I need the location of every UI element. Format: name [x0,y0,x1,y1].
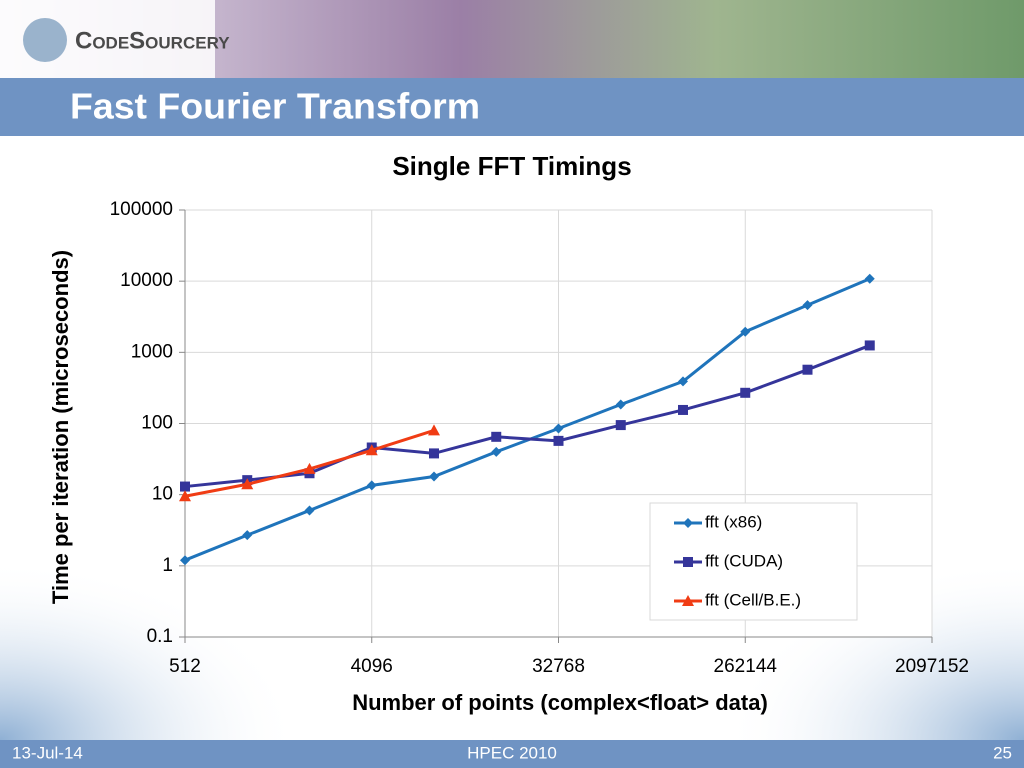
x-tick-label: 262144 [714,656,778,677]
marker [304,505,315,516]
series-line [184,344,871,489]
y-tick-label: 1000 [131,341,173,362]
marker [180,555,190,566]
marker [553,423,564,434]
y-tick-label: 100 [141,413,173,434]
y-tick-label: 1 [162,555,173,576]
y-axis-label: Time per iteration (microseconds) [48,250,73,604]
footer-band [0,740,1024,768]
y-tick-label: 10 [152,484,173,505]
legend-label: fft (Cell/B.E.) [705,590,801,609]
marker [740,387,751,398]
marker [179,490,191,502]
marker [429,448,439,459]
chart: Single FFT Timings Number of points (com… [48,151,969,715]
marker [683,557,693,567]
x-axis-label: Number of points (complex<float> data) [352,690,768,715]
marker [180,481,190,492]
marker [242,530,253,541]
marker [864,340,875,351]
marker [428,424,440,436]
logo-icon [23,18,67,62]
x-tick-label: 4096 [351,656,393,677]
y-tick-label: 10000 [120,270,173,291]
marker [491,446,502,457]
marker [429,471,439,482]
y-tick-label: 100000 [110,199,173,220]
marker [802,364,813,375]
marker [615,399,626,410]
marker [303,462,316,474]
legend-label: fft (x86) [705,512,762,531]
marker [365,444,378,456]
marker [683,518,693,528]
marker [366,480,377,491]
marker [802,300,813,311]
marker [678,404,688,415]
marker [491,431,502,442]
footer-page: 25 [993,743,1012,762]
legend-label: fft (CUDA) [705,551,783,570]
logo-text: CodeSourcery [75,27,230,54]
marker [678,376,688,387]
y-tick-label: 0.1 [147,626,173,647]
chart-title: Single FFT Timings [392,151,631,181]
slide-title: Fast Fourier Transform [70,86,480,127]
x-tick-label: 512 [169,656,201,677]
title-band [0,78,1024,136]
x-tick-label: 2097152 [895,656,969,677]
x-tick-label: 32768 [532,656,585,677]
marker [615,420,626,431]
footer-date: 13-Jul-14 [12,743,83,762]
marker [682,595,694,606]
marker [864,273,875,284]
marker [553,435,564,446]
marker [740,326,751,337]
marker [241,478,254,490]
footer-event: HPEC 2010 [467,743,557,762]
